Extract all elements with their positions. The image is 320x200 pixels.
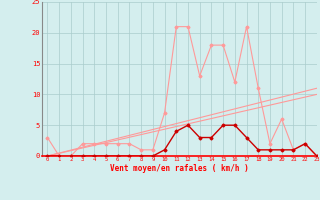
X-axis label: Vent moyen/en rafales ( km/h ): Vent moyen/en rafales ( km/h ) — [110, 164, 249, 173]
